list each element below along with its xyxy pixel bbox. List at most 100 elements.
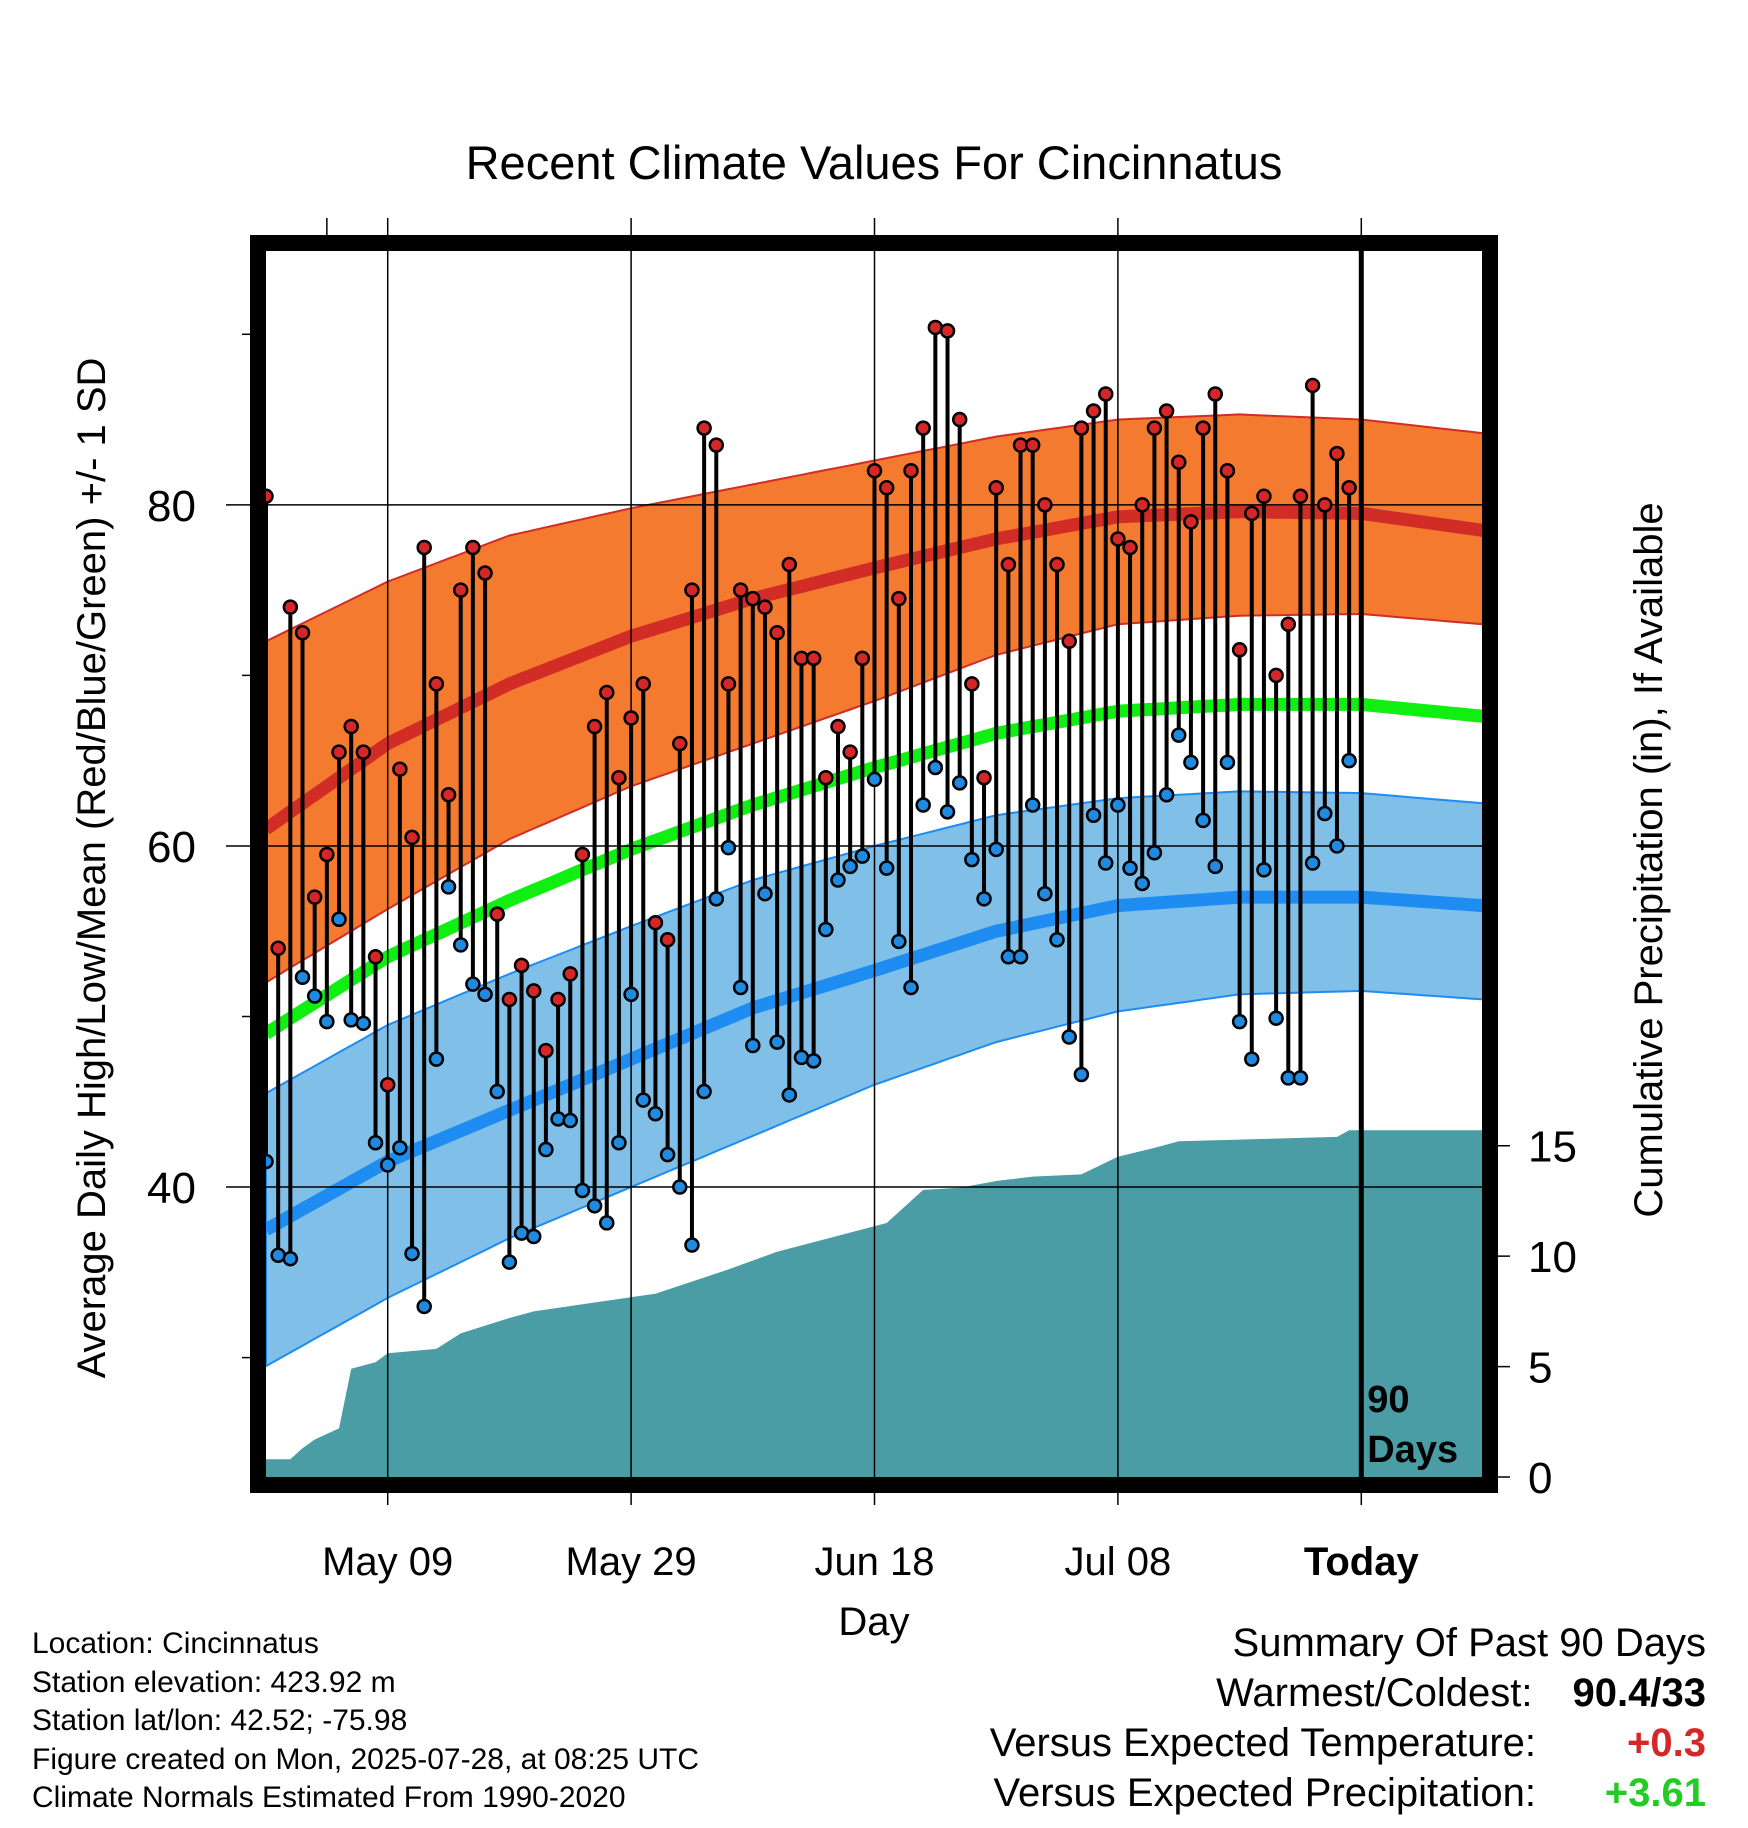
low-point: [1073, 1066, 1090, 1083]
high-point: [1304, 377, 1321, 394]
low-point: [428, 1051, 445, 1067]
high-point: [866, 462, 883, 479]
low-point: [1292, 1070, 1309, 1086]
low-point: [550, 1111, 566, 1127]
low-point: [1244, 1051, 1260, 1067]
low-point: [672, 1179, 688, 1195]
x-tick-label: May 29: [566, 1540, 697, 1584]
today-label-line1: 90: [1367, 1379, 1409, 1421]
high-point: [696, 420, 712, 436]
low-point: [416, 1298, 432, 1315]
precip-label: Versus Expected Precipitation:: [993, 1771, 1536, 1815]
high-point: [1329, 445, 1345, 462]
high-point: [745, 590, 761, 607]
summary-panel: Summary Of Past 90 Days Warmest/Coldest:…: [990, 1618, 1706, 1818]
high-point: [1268, 667, 1284, 684]
low-point: [477, 986, 493, 1003]
low-point: [745, 1037, 761, 1054]
low-point: [708, 891, 725, 907]
high-point: [720, 676, 737, 692]
high-point: [830, 718, 846, 735]
high-point: [1037, 497, 1053, 513]
high-point: [282, 599, 299, 615]
low-point: [769, 1034, 785, 1050]
low-point: [1329, 838, 1345, 854]
high-point: [1097, 386, 1114, 402]
low-point: [1097, 855, 1114, 871]
temp-value: +0.3: [1627, 1721, 1706, 1765]
high-point: [1280, 616, 1297, 632]
high-point: [550, 991, 566, 1008]
x-axis-label: Day: [838, 1600, 909, 1644]
low-point: [1110, 797, 1126, 813]
high-point: [489, 906, 505, 922]
low-point: [1317, 805, 1333, 822]
high-point: [379, 1076, 396, 1093]
summary-heading: Summary Of Past 90 Days: [1232, 1621, 1706, 1665]
low-point: [1256, 862, 1272, 878]
summary-temp-row: Versus Expected Temperature: +0.3: [990, 1718, 1706, 1768]
low-point: [976, 891, 992, 907]
low-point: [891, 933, 907, 950]
high-point: [392, 761, 408, 777]
low-point: [635, 1092, 652, 1108]
low-point: [842, 858, 858, 875]
low-point: [379, 1157, 396, 1173]
low-point: [1171, 727, 1187, 743]
high-point: [1000, 556, 1017, 573]
low-point: [586, 1198, 603, 1214]
high-point: [684, 582, 700, 598]
high-point: [331, 744, 347, 760]
low-point: [452, 937, 469, 953]
low-point: [1219, 754, 1236, 771]
low-point: [266, 1153, 274, 1170]
low-point: [331, 911, 347, 928]
low-point: [623, 986, 639, 1003]
low-point: [805, 1053, 822, 1069]
low-point: [1195, 812, 1211, 829]
high-point: [367, 949, 384, 965]
low-point: [355, 1015, 372, 1032]
high-point: [964, 676, 980, 692]
high-point: [1171, 454, 1187, 470]
y2-axis-label: Cumulative Precipitation (in), If Availa…: [1627, 502, 1671, 1217]
low-point: [659, 1146, 676, 1163]
low-point: [1037, 885, 1053, 902]
low-point: [927, 759, 944, 776]
y2-tick-label: 10: [1528, 1233, 1577, 1282]
high-point: [404, 829, 420, 846]
high-point: [1256, 488, 1272, 505]
high-point: [903, 462, 919, 479]
high-point: [440, 787, 457, 803]
temp-label: Versus Expected Temperature:: [989, 1721, 1536, 1765]
high-point: [1195, 420, 1211, 436]
low-point: [1012, 949, 1029, 965]
high-point: [1231, 642, 1248, 658]
low-point: [611, 1134, 627, 1151]
summary-precip-row: Versus Expected Precipitation: +3.61: [990, 1768, 1706, 1818]
low-point: [1049, 932, 1065, 948]
latlon-text: Station lat/lon: 42.52; -75.98: [32, 1704, 408, 1737]
low-point: [939, 804, 956, 820]
low-point: [562, 1112, 578, 1129]
low-point: [1122, 860, 1138, 876]
high-point: [939, 323, 956, 339]
high-point: [854, 650, 871, 667]
high-point: [976, 769, 992, 786]
high-point: [294, 625, 311, 641]
high-point: [672, 735, 688, 752]
x-tick-label: Today: [1304, 1540, 1420, 1584]
low-point: [720, 839, 737, 856]
plot-frame: [250, 235, 1498, 1493]
low-point: [367, 1134, 384, 1151]
chart-title: Recent Climate Values For Cincinnatus: [466, 136, 1283, 189]
high-point: [818, 769, 834, 786]
high-point: [1073, 420, 1090, 436]
low-point: [647, 1105, 664, 1122]
high-point: [708, 437, 725, 453]
high-point: [1207, 386, 1224, 402]
x-tick-label: Jun 18: [814, 1540, 934, 1584]
low-point: [1231, 1013, 1248, 1030]
low-point: [599, 1215, 615, 1231]
